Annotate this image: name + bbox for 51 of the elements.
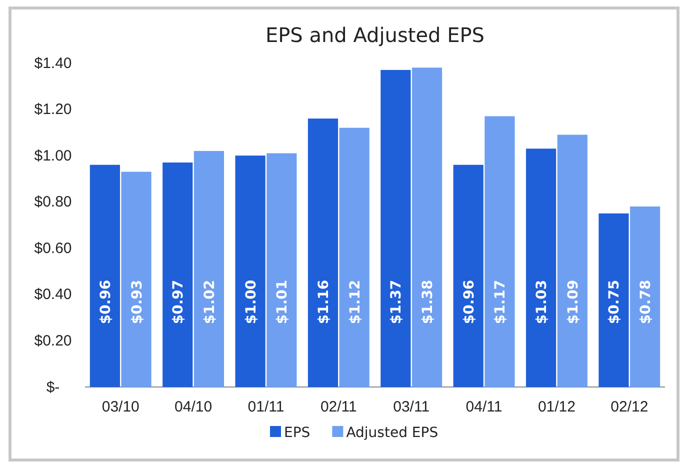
bar: [235, 156, 266, 387]
y-tick-label: $0.60: [34, 240, 72, 257]
y-tick-label: $0.40: [34, 286, 72, 304]
data-label: $0.75: [606, 280, 623, 324]
data-label: $1.17: [492, 280, 509, 324]
x-tick-label: 01/12: [538, 398, 576, 416]
data-label: $1.02: [202, 280, 218, 324]
bar: [557, 134, 588, 387]
data-label: $0.93: [129, 280, 146, 324]
bar: [412, 68, 442, 387]
data-label: $0.78: [638, 280, 654, 324]
data-label: $1.09: [565, 280, 582, 324]
y-tick-label: $-: [46, 378, 60, 396]
chart-title: EPS and Adjusted EPS: [265, 23, 485, 47]
x-tick-label: 02/12: [610, 398, 648, 416]
data-label: $1.03: [534, 280, 550, 324]
data-label: $1.00: [243, 280, 260, 324]
y-tick-label: $1.20: [34, 101, 72, 118]
data-label: $0.96: [461, 280, 478, 324]
bar: [162, 162, 193, 387]
bar: [484, 116, 515, 387]
y-tick-label: $0.20: [34, 332, 72, 350]
x-tick-label: 01/11: [248, 398, 284, 416]
x-tick-label: 03/11: [393, 398, 430, 416]
data-label: $0.96: [98, 280, 114, 324]
data-label: $1.12: [347, 280, 364, 324]
data-label: $1.37: [388, 280, 405, 324]
data-label: $1.38: [420, 280, 436, 324]
x-tick-label: 04/11: [466, 398, 502, 416]
x-tick-label: 03/10: [102, 398, 140, 416]
bar: [630, 206, 660, 387]
bar: [308, 118, 338, 387]
y-tick-label: $1.00: [34, 147, 72, 164]
bar: [194, 150, 224, 387]
y-tick-label: $0.80: [34, 194, 72, 211]
x-tick-label: 02/11: [320, 398, 357, 416]
legend-label: Adjusted EPS: [346, 425, 438, 441]
bar: [266, 153, 297, 387]
data-label: $1.16: [316, 280, 332, 324]
x-tick-label: 04/10: [174, 398, 212, 416]
bar: [598, 213, 629, 387]
bar: [526, 148, 556, 387]
bar: [380, 70, 411, 387]
y-tick-label: $1.40: [34, 54, 72, 72]
legend-label: EPS: [284, 425, 310, 441]
data-label: $1.01: [274, 280, 291, 324]
bar: [453, 164, 484, 387]
bar: [90, 164, 120, 387]
bar: [339, 128, 370, 387]
bar: [121, 172, 152, 387]
data-label: $0.97: [170, 280, 187, 324]
